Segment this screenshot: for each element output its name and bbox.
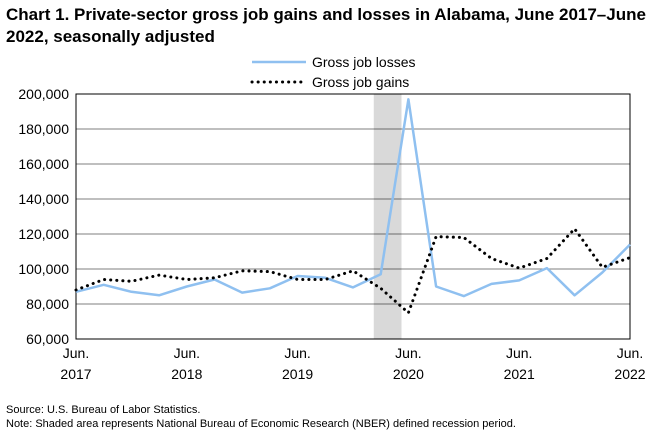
x-tick-label-month: Jun. xyxy=(506,345,532,361)
y-tick-label: 180,000 xyxy=(18,121,69,137)
y-tick-label: 160,000 xyxy=(18,156,69,172)
legend-label: Gross job losses xyxy=(312,54,415,70)
recession-note: Note: Shaded area represents National Bu… xyxy=(6,418,516,430)
x-tick-label-year: 2020 xyxy=(393,366,424,382)
x-tick-label-year: 2018 xyxy=(171,366,202,382)
y-tick-label: 80,000 xyxy=(26,296,69,312)
y-tick-label: 140,000 xyxy=(18,191,69,207)
x-tick-label-year: 2022 xyxy=(614,366,645,382)
plot-area-frame xyxy=(75,93,631,340)
x-tick-label-month: Jun. xyxy=(617,345,643,361)
gross-job-losses-line xyxy=(75,98,631,298)
gross-job-gains-line xyxy=(74,227,632,315)
y-tick-label: 120,000 xyxy=(18,226,69,242)
x-tick-label-year: 2019 xyxy=(282,366,313,382)
x-tick-label-month: Jun. xyxy=(395,345,421,361)
y-tick-label: 100,000 xyxy=(18,261,69,277)
x-tick-label-month: Jun. xyxy=(174,345,200,361)
x-tick-label-year: 2021 xyxy=(504,366,535,382)
x-tick-label-month: Jun. xyxy=(284,345,310,361)
x-tick-label-year: 2017 xyxy=(60,366,91,382)
y-tick-label: 60,000 xyxy=(26,331,69,347)
recession-shading xyxy=(373,94,402,339)
chart-title: Chart 1. Private-sector gross job gains … xyxy=(6,5,646,46)
x-tick-label-month: Jun. xyxy=(63,345,89,361)
source-note: Source: U.S. Bureau of Labor Statistics. xyxy=(6,404,201,416)
y-tick-label: 200,000 xyxy=(18,86,69,102)
legend-label: Gross job gains xyxy=(312,74,409,90)
